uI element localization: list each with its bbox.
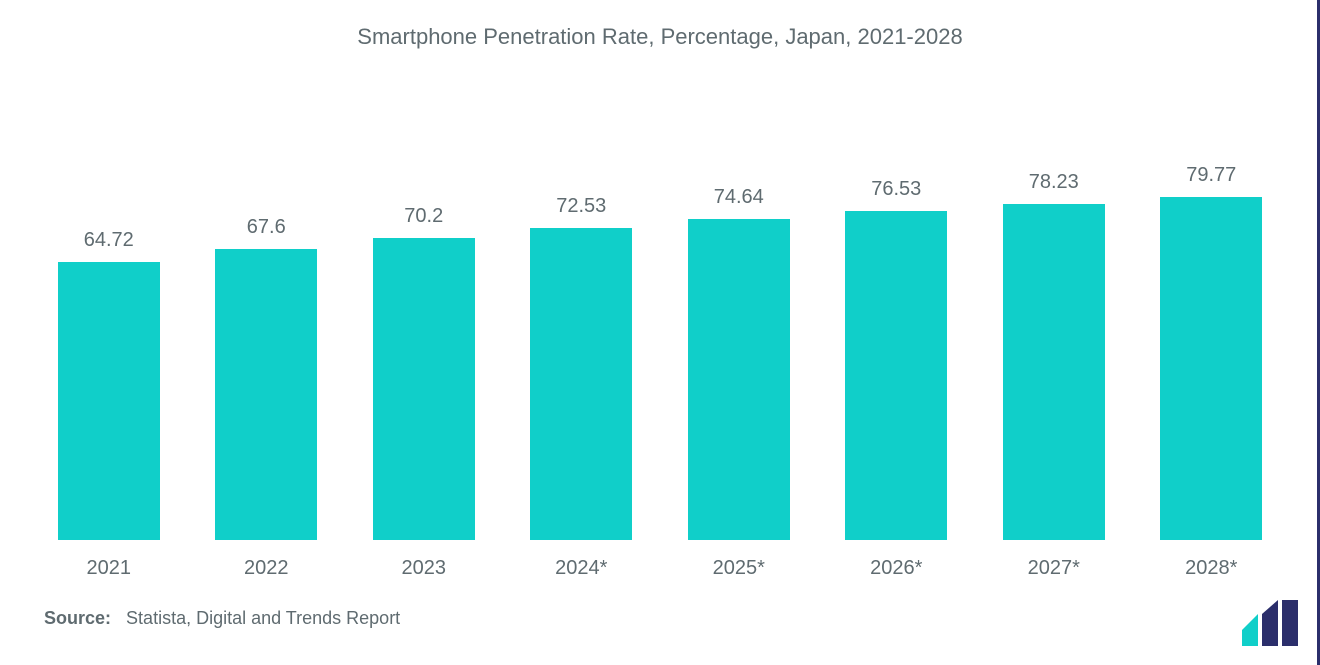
category-label: 2023 <box>345 557 503 580</box>
bar <box>58 262 160 540</box>
bar-value-label: 79.77 <box>1133 164 1291 187</box>
logo-bar-3 <box>1282 600 1298 646</box>
bar-value-label: 74.64 <box>660 186 818 209</box>
plot-area: 64.72202167.6202270.2202372.532024*74.64… <box>30 110 1290 540</box>
category-label: 2021 <box>30 557 188 580</box>
category-label: 2028* <box>1133 557 1291 580</box>
bar-group: 78.232027* <box>975 110 1133 540</box>
bar-group: 74.642025* <box>660 110 818 540</box>
bar-group: 70.22023 <box>345 110 503 540</box>
category-label: 2026* <box>818 557 976 580</box>
source-label: Source: <box>44 608 111 628</box>
bar-group: 76.532026* <box>818 110 976 540</box>
logo-bar-1 <box>1242 614 1258 646</box>
bar-value-label: 76.53 <box>818 178 976 201</box>
category-label: 2027* <box>975 557 1133 580</box>
bar-value-label: 67.6 <box>188 216 346 239</box>
category-label: 2024* <box>503 557 661 580</box>
bar-group: 79.772028* <box>1133 110 1291 540</box>
bar-group: 72.532024* <box>503 110 661 540</box>
bar-value-label: 72.53 <box>503 195 661 218</box>
bar <box>1160 197 1262 540</box>
category-label: 2022 <box>188 557 346 580</box>
bar <box>1003 204 1105 540</box>
bar <box>215 249 317 540</box>
bar <box>530 228 632 540</box>
source-text: Statista, Digital and Trends Report <box>126 608 400 628</box>
bar-value-label: 78.23 <box>975 171 1133 194</box>
chart-container: Smartphone Penetration Rate, Percentage,… <box>0 0 1320 665</box>
bar <box>373 238 475 540</box>
logo-bar-2 <box>1262 600 1278 646</box>
bar-value-label: 64.72 <box>30 229 188 252</box>
bar-group: 64.722021 <box>30 110 188 540</box>
bar-group: 67.62022 <box>188 110 346 540</box>
bar-value-label: 70.2 <box>345 205 503 228</box>
brand-logo-icon <box>1242 600 1302 651</box>
chart-title: Smartphone Penetration Rate, Percentage,… <box>0 24 1320 50</box>
bar <box>688 219 790 540</box>
category-label: 2025* <box>660 557 818 580</box>
source-line: Source: Statista, Digital and Trends Rep… <box>44 608 400 629</box>
bar <box>845 211 947 540</box>
